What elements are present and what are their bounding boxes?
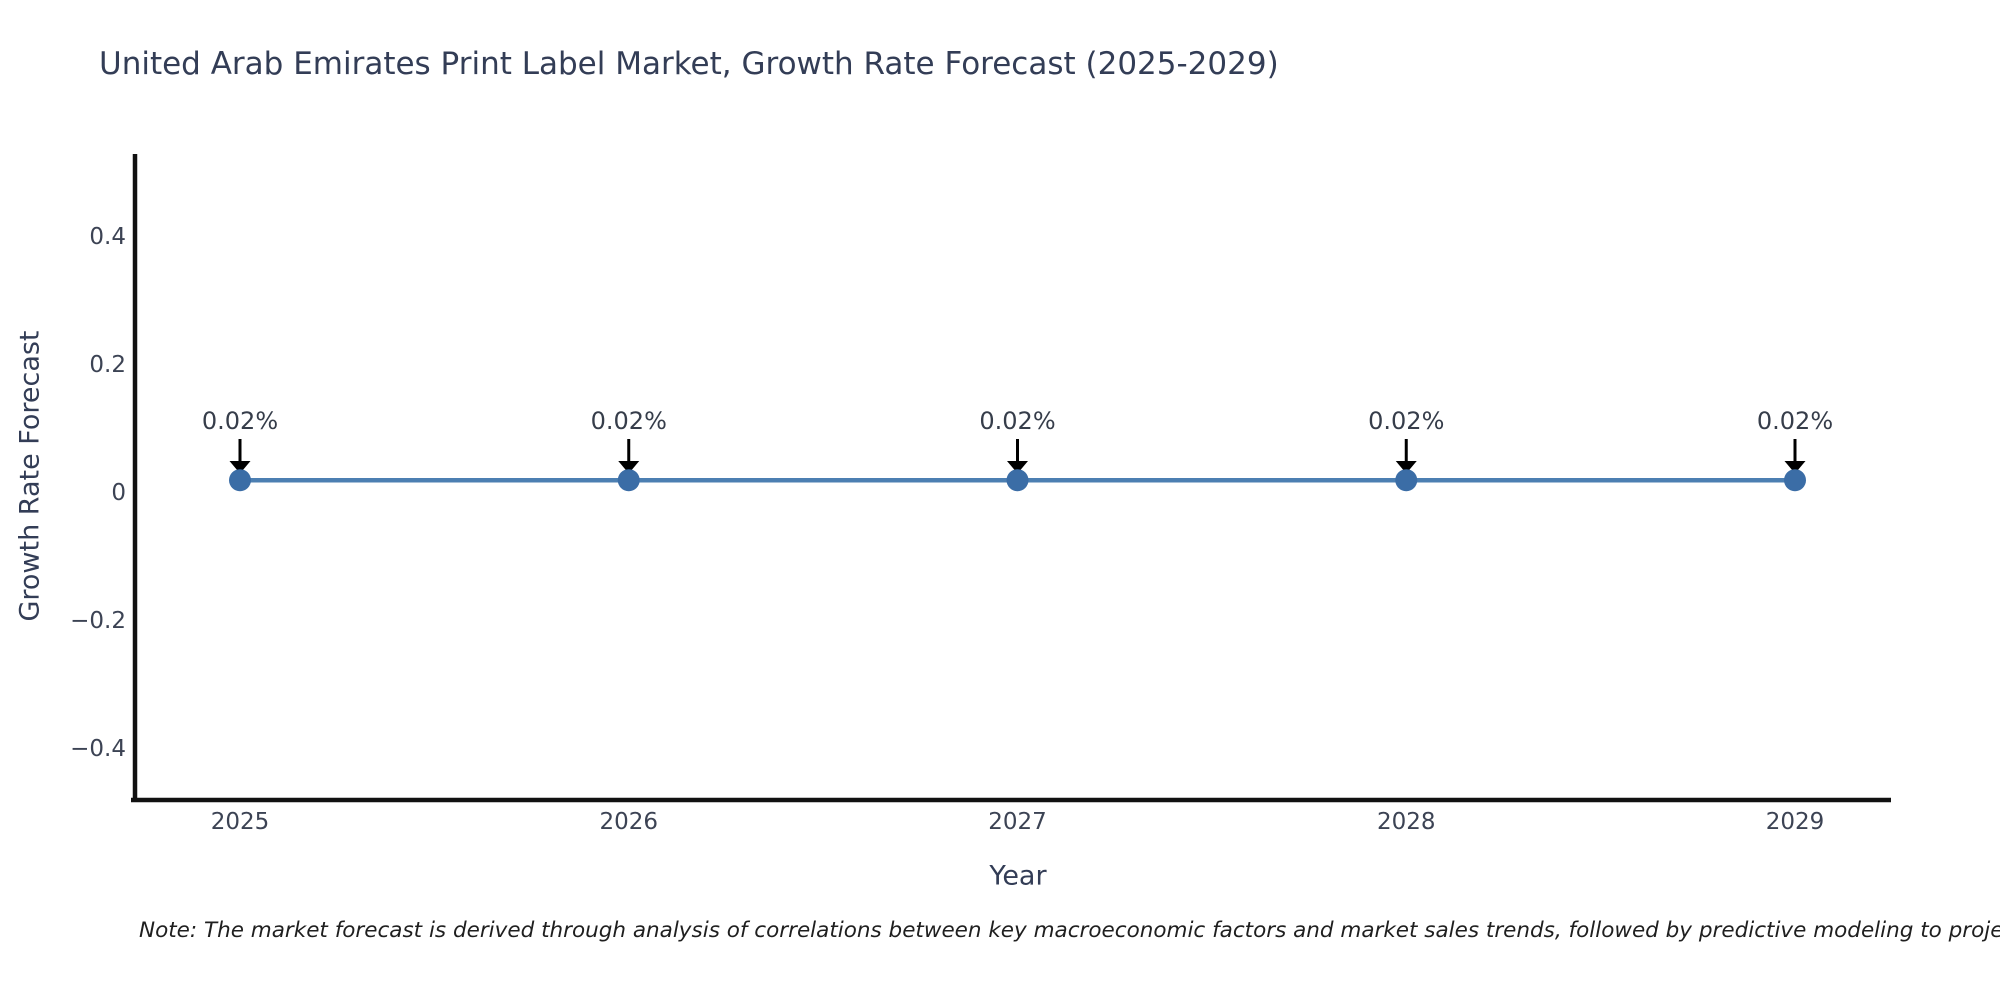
- point-value-label: 0.02%: [979, 407, 1056, 435]
- annotation-arrow-head: [1784, 461, 1806, 474]
- x-tick-label: 2027: [988, 809, 1047, 835]
- annotation-arrow-head: [229, 461, 251, 474]
- x-axis-title: Year: [989, 860, 1047, 892]
- point-value-label: 0.02%: [590, 407, 667, 435]
- annotation-arrow-head: [618, 461, 640, 474]
- footnote: Note: The market forecast is derived thr…: [139, 918, 2000, 943]
- chart-title: United Arab Emirates Print Label Market,…: [99, 46, 1279, 82]
- y-tick-label: 0.4: [89, 224, 126, 251]
- annotation-arrow-head: [1395, 461, 1417, 474]
- point-value-label: 0.02%: [201, 407, 279, 435]
- y-tick-label: 0.2: [89, 352, 126, 379]
- x-tick-label: 2026: [599, 809, 659, 835]
- point-value-label: 0.02%: [1756, 407, 1834, 435]
- annotation-arrow-head: [1007, 461, 1028, 474]
- y-tick-label: −0.2: [70, 607, 126, 634]
- y-tick-label: 0: [111, 479, 126, 506]
- data-point-marker: [1784, 469, 1806, 492]
- data-point-marker: [617, 469, 640, 492]
- x-tick-label: 2029: [1765, 809, 1825, 835]
- point-value-label: 0.02%: [1368, 407, 1445, 435]
- y-axis-title: Growth Rate Forecast: [14, 330, 46, 622]
- x-tick-label: 2025: [210, 809, 270, 835]
- data-point-marker: [1006, 469, 1029, 492]
- x-tick-label: 2028: [1376, 809, 1436, 835]
- data-point-marker: [229, 469, 251, 492]
- y-tick-label: −0.4: [70, 735, 126, 762]
- data-point-marker: [1395, 469, 1418, 492]
